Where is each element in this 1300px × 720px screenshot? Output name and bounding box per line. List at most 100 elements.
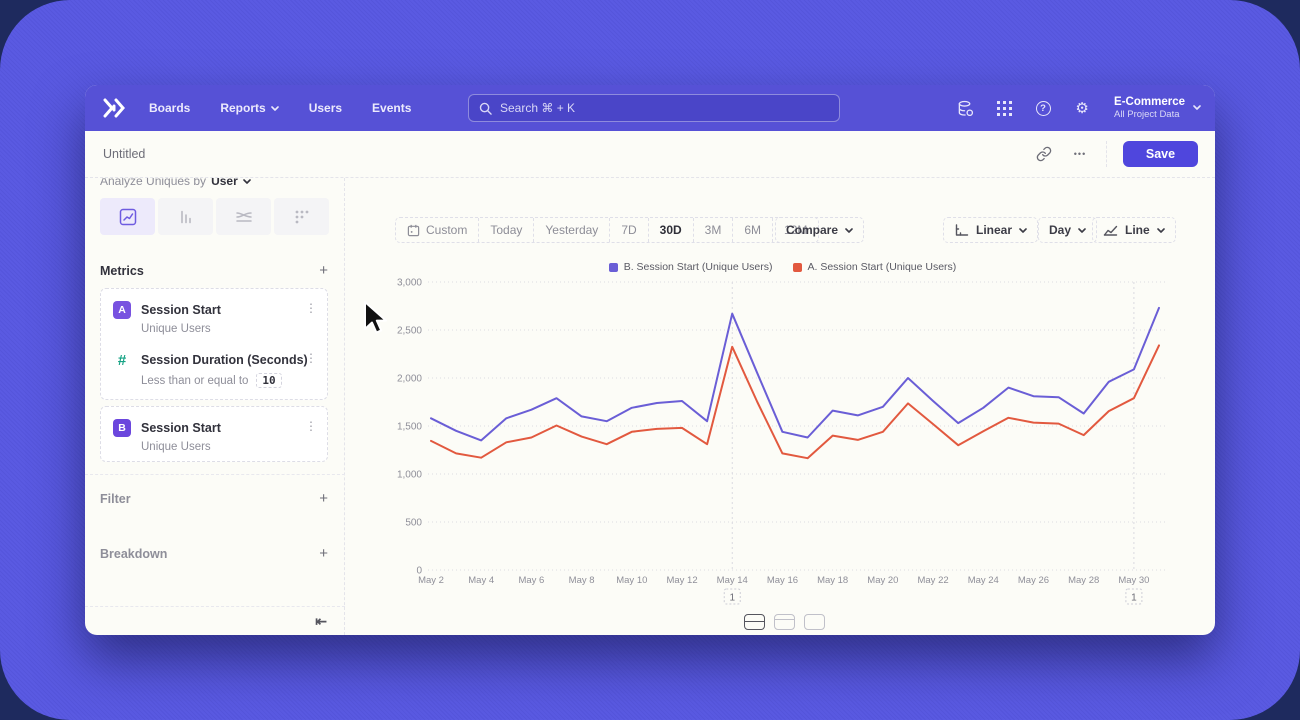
x-tick-label: May 2: [418, 575, 444, 586]
y-tick-label: 0: [416, 566, 422, 577]
nav-right-controls: ? ⚙ E-Commerce All Project Data: [956, 85, 1201, 131]
y-tick-label: 2,000: [397, 374, 422, 385]
x-tick-label: May 20: [867, 575, 898, 586]
retention-grid-icon: [295, 210, 308, 223]
bar-chart-icon: [180, 210, 191, 223]
range-button-yesterday[interactable]: Yesterday: [534, 218, 611, 242]
x-tick-label: May 24: [968, 575, 999, 586]
filter-row[interactable]: Filter +: [100, 490, 328, 507]
nav-item-events[interactable]: Events: [372, 101, 411, 115]
x-tick-label: May 12: [666, 575, 697, 586]
chart-type-dropdown[interactable]: Line: [1092, 217, 1176, 243]
legend-label: A. Session Start (Unique Users): [807, 261, 957, 273]
interval-dropdown[interactable]: Day: [1038, 217, 1098, 243]
line-chart[interactable]: 0 500 1,000 1,500 2,000 2,500 3,000 1 1 May 2 May …: [390, 275, 1175, 610]
breakdown-row[interactable]: Breakdown +: [100, 545, 328, 562]
tab-flow[interactable]: [216, 198, 271, 235]
kebab-menu-icon[interactable]: ⋮: [305, 419, 317, 433]
axis-icon: [955, 223, 969, 236]
metric-row-b: B Session Start ⋮: [101, 407, 327, 437]
range-button-7d[interactable]: 7D: [610, 218, 649, 242]
metrics-header-row: Metrics +: [100, 262, 328, 279]
compare-button[interactable]: Compare: [775, 217, 865, 243]
settings-gear-icon[interactable]: ⚙: [1075, 99, 1089, 117]
y-tick-label: 2,500: [397, 326, 422, 337]
query-sidebar: Analyze Uniques by User: [85, 178, 345, 635]
metric-filter-subtitle[interactable]: Less than or equal to 10: [101, 369, 327, 388]
x-tick-label: May 6: [518, 575, 544, 586]
nav-item-users[interactable]: Users: [309, 101, 342, 115]
scale-dropdown[interactable]: Linear: [943, 217, 1039, 243]
data-management-icon[interactable]: [956, 99, 974, 117]
x-tick-label: May 26: [1018, 575, 1049, 586]
divider: [85, 474, 345, 475]
range-button-6m[interactable]: 6M: [733, 218, 774, 242]
series-line: [430, 344, 1160, 460]
kebab-menu-icon[interactable]: ⋮: [305, 351, 317, 365]
tab-line-chart[interactable]: [100, 198, 155, 235]
tab-retention[interactable]: [274, 198, 329, 235]
range-button-12m[interactable]: 12M: [773, 218, 818, 242]
chart-toolbar: Custom Today Yesterday 7D 30D 3M 6M 12M …: [345, 217, 1215, 243]
legend-item[interactable]: B. Session Start (Unique Users): [608, 261, 773, 273]
series-line: [430, 306, 1160, 442]
metric-card-group-a[interactable]: A Session Start ⋮ Unique Users # Session…: [100, 288, 328, 400]
layout-header-icon[interactable]: [774, 614, 795, 630]
breakdown-label: Breakdown: [100, 546, 168, 561]
chevron-down-icon: [1019, 227, 1027, 233]
more-options-icon[interactable]: •••: [1073, 149, 1087, 159]
metric-subtitle[interactable]: Unique Users: [141, 323, 211, 335]
layout-split-icon[interactable]: [744, 614, 765, 630]
x-tick-label: May 16: [767, 575, 798, 586]
annotation-count: 1: [1131, 593, 1137, 604]
metric-row-duration: # Session Duration (Seconds) ⋮: [101, 335, 327, 369]
annotation-badge[interactable]: [723, 588, 741, 605]
range-button-today[interactable]: Today: [479, 218, 535, 242]
range-button-3m[interactable]: 3M: [694, 218, 734, 242]
analyze-value-dropdown[interactable]: User: [211, 178, 238, 188]
mixpanel-logo-icon[interactable]: [101, 95, 127, 121]
project-switcher[interactable]: E-Commerce All Project Data: [1114, 95, 1201, 121]
filter-value[interactable]: 10: [256, 373, 282, 388]
layout-full-icon[interactable]: [804, 614, 825, 630]
metric-subtitle: Unique Users: [141, 441, 211, 453]
metric-badge-a: A: [113, 301, 131, 319]
flow-icon: [235, 211, 252, 222]
nav-item-label: Reports: [220, 101, 266, 115]
help-icon[interactable]: ?: [1034, 99, 1052, 117]
copy-link-icon[interactable]: [1034, 144, 1054, 164]
nav-item-label: Boards: [149, 101, 191, 115]
add-filter-button[interactable]: +: [319, 490, 328, 507]
nav-item-reports[interactable]: Reports: [220, 101, 279, 115]
x-tick-label: May 30: [1118, 575, 1149, 586]
titlebar-actions: ••• Save: [1034, 141, 1198, 167]
report-title[interactable]: Untitled: [103, 147, 146, 161]
range-button-custom[interactable]: Custom: [396, 218, 480, 242]
tab-bar-chart[interactable]: [158, 198, 213, 235]
apps-grid-icon[interactable]: [995, 99, 1013, 117]
metric-badge-hash: #: [117, 351, 127, 369]
layout-toggles: [744, 614, 825, 630]
annotation-count: 1: [729, 593, 735, 604]
top-navbar: Boards Reports Users Events Search ⌘ + K…: [85, 85, 1215, 131]
add-metric-button[interactable]: +: [319, 262, 328, 279]
search-placeholder: Search ⌘ + K: [500, 101, 576, 115]
x-tick-label: May 14: [717, 575, 748, 586]
legend-swatch-icon: [792, 262, 802, 272]
annotation-badge[interactable]: [1125, 588, 1143, 605]
save-button[interactable]: Save: [1123, 141, 1198, 167]
nav-item-label: Events: [372, 101, 412, 115]
search-icon: [479, 102, 492, 115]
x-tick-label: May 10: [616, 575, 647, 586]
add-breakdown-button[interactable]: +: [319, 545, 328, 562]
metric-card-b[interactable]: B Session Start ⋮ Unique Users: [100, 406, 328, 462]
search-input[interactable]: Search ⌘ + K: [468, 94, 840, 122]
collapse-sidebar-icon[interactable]: ⇤: [315, 612, 327, 629]
metric-title: Session Start: [141, 421, 221, 435]
project-name: E-Commerce: [1114, 96, 1185, 109]
kebab-menu-icon[interactable]: ⋮: [305, 301, 317, 315]
legend-item[interactable]: A. Session Start (Unique Users): [792, 261, 957, 273]
nav-item-boards[interactable]: Boards: [149, 101, 190, 115]
range-button-30d[interactable]: 30D: [649, 218, 694, 242]
